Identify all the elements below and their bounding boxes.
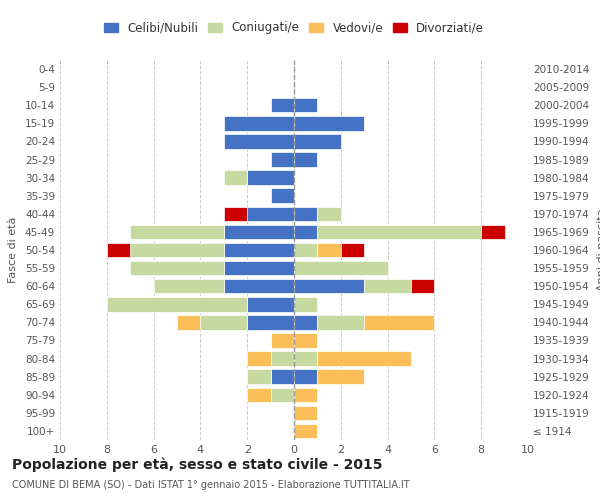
Bar (317, 352, 411, 366)
Bar (294, 406, 317, 420)
Bar (294, 116, 364, 130)
Bar (294, 297, 317, 312)
Bar (271, 188, 294, 203)
Bar (294, 315, 317, 330)
Bar (317, 243, 341, 257)
Y-axis label: Anni di nascita: Anni di nascita (596, 209, 600, 291)
Bar (154, 279, 224, 293)
Bar (247, 297, 294, 312)
Bar (107, 297, 247, 312)
Text: COMUNE DI BEMA (SO) - Dati ISTAT 1° gennaio 2015 - Elaborazione TUTTITALIA.IT: COMUNE DI BEMA (SO) - Dati ISTAT 1° genn… (12, 480, 410, 490)
Bar (317, 206, 341, 221)
Bar (364, 279, 411, 293)
Bar (317, 315, 364, 330)
Bar (247, 352, 271, 366)
Bar (294, 224, 317, 239)
Bar (294, 243, 317, 257)
Bar (224, 243, 294, 257)
Bar (317, 370, 364, 384)
Bar (247, 315, 294, 330)
Legend: Celibi/Nubili, Coniugati/e, Vedovi/e, Divorziati/e: Celibi/Nubili, Coniugati/e, Vedovi/e, Di… (99, 16, 489, 39)
Bar (271, 152, 294, 167)
Bar (224, 224, 294, 239)
Bar (294, 352, 317, 366)
Bar (364, 315, 434, 330)
Bar (294, 279, 364, 293)
Bar (271, 98, 294, 112)
Bar (271, 388, 294, 402)
Bar (224, 116, 294, 130)
Bar (271, 333, 294, 347)
Bar (247, 388, 271, 402)
Bar (224, 134, 294, 148)
Bar (294, 333, 317, 347)
Bar (294, 370, 317, 384)
Bar (294, 98, 317, 112)
Bar (294, 134, 341, 148)
Bar (130, 224, 224, 239)
Bar (271, 352, 294, 366)
Bar (294, 261, 388, 276)
Bar (294, 206, 317, 221)
Bar (224, 261, 294, 276)
Bar (341, 243, 364, 257)
Bar (271, 370, 294, 384)
Bar (247, 370, 271, 384)
Bar (294, 424, 317, 438)
Bar (224, 170, 247, 185)
Bar (177, 315, 200, 330)
Bar (130, 243, 224, 257)
Text: Popolazione per età, sesso e stato civile - 2015: Popolazione per età, sesso e stato civil… (12, 458, 383, 472)
Bar (411, 279, 434, 293)
Bar (294, 388, 317, 402)
Bar (481, 224, 505, 239)
Bar (247, 170, 294, 185)
Y-axis label: Fasce di età: Fasce di età (8, 217, 18, 283)
Bar (107, 243, 130, 257)
Bar (294, 152, 317, 167)
Bar (200, 315, 247, 330)
Bar (317, 224, 481, 239)
Bar (224, 279, 294, 293)
Bar (224, 206, 247, 221)
Bar (130, 261, 224, 276)
Bar (247, 206, 294, 221)
